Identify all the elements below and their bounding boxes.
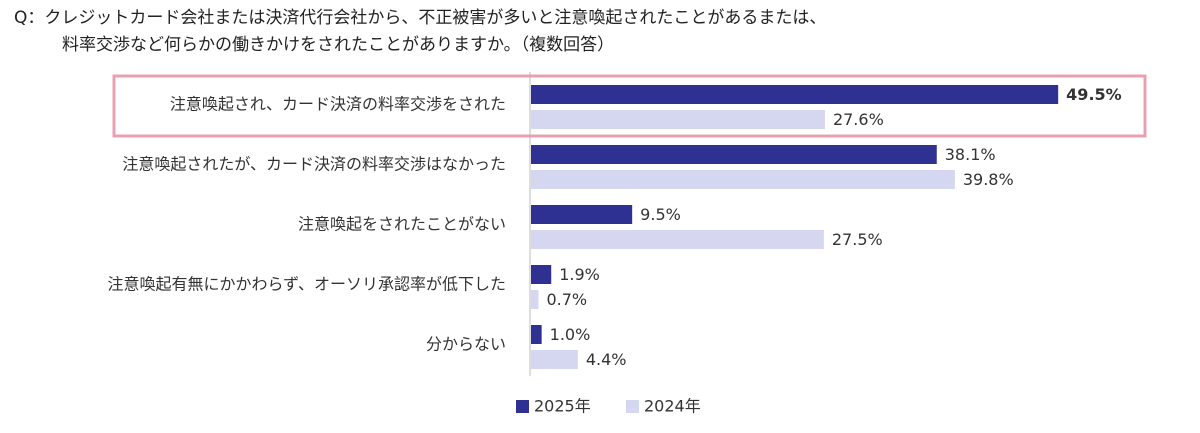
bar <box>531 325 542 344</box>
bar <box>531 265 552 284</box>
value-label: 0.7% <box>546 290 587 309</box>
value-label: 1.9% <box>559 265 600 284</box>
value-label: 38.1% <box>945 145 996 164</box>
legend-label: 2025年 <box>534 397 591 416</box>
legend-swatch <box>516 400 529 413</box>
bar <box>531 145 937 164</box>
value-label: 9.5% <box>640 205 681 224</box>
bar <box>531 205 633 224</box>
value-label: 4.4% <box>586 350 627 369</box>
bar <box>531 230 824 249</box>
category-label: 注意喚起をされたことがない <box>298 215 506 234</box>
value-label: 27.6% <box>833 110 884 129</box>
chart-title: Q：クレジットカード会社または決済代行会社から、不正被害が多いと注意喚起されたこ… <box>14 8 826 28</box>
category-label: 注意喚起されたが、カード決済の料率交渉はなかった <box>122 155 506 174</box>
value-label: 39.8% <box>963 170 1014 189</box>
value-label: 1.0% <box>550 325 591 344</box>
bar <box>531 85 1059 104</box>
legend-swatch <box>626 400 639 413</box>
category-label: 注意喚起有無にかかわらず、オーソリ承認率が低下した <box>107 275 506 294</box>
bar <box>531 110 825 129</box>
category-label: 注意喚起され、カード決済の料率交渉をされた <box>170 95 506 114</box>
bar <box>531 170 955 189</box>
value-label: 49.5% <box>1066 85 1122 104</box>
highlight-box <box>112 74 1147 138</box>
bar <box>531 350 578 369</box>
chart-title: 料率交渉など何らかの働きかけをされたことがありますか。（複数回答） <box>62 35 614 55</box>
category-label: 分からない <box>426 335 506 354</box>
value-label: 27.5% <box>832 230 883 249</box>
bar <box>531 290 539 309</box>
legend-label: 2024年 <box>644 397 701 416</box>
